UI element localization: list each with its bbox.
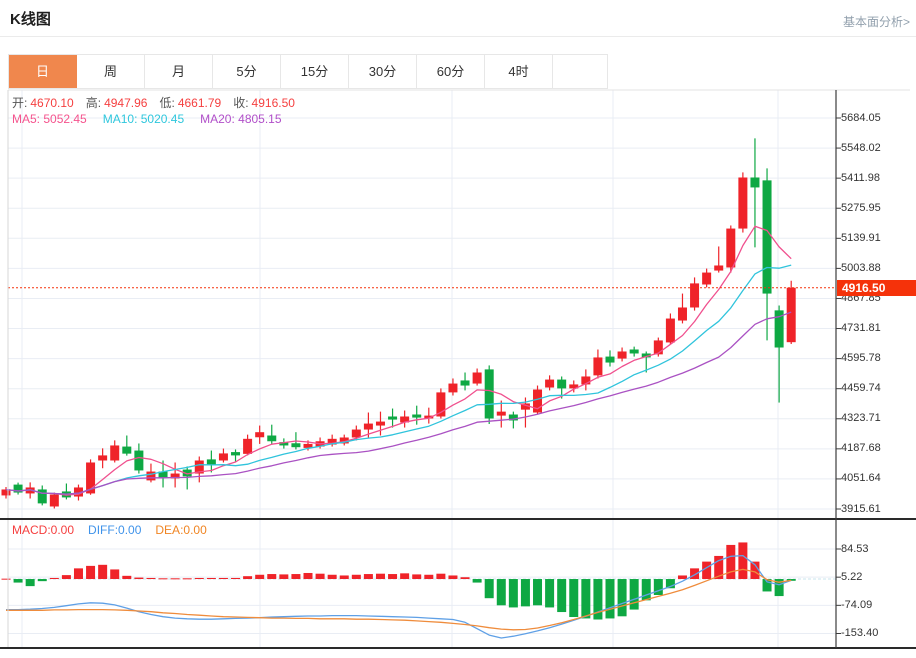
ohlc-label-0: 开:	[12, 96, 28, 110]
price-axis-label-8: 4595.78	[841, 352, 881, 365]
price-axis-label-10: 4323.71	[841, 412, 881, 425]
ohlc-value-2: 4661.79	[177, 96, 222, 110]
macd-legend: MACD:0.00 DIFF:0.00 DEA:0.00	[12, 523, 221, 537]
macd-axis-label-2: -74.09	[841, 598, 873, 611]
price-axis-label-9: 4459.74	[841, 382, 881, 395]
tab-周[interactable]: 周	[77, 55, 145, 88]
tab-5分[interactable]: 5分	[213, 55, 281, 88]
ohlc-label-2: 低:	[159, 96, 175, 110]
ma-legend-item-0: MA5: 5052.45	[12, 112, 87, 126]
price-axis-label-2: 5411.98	[841, 171, 880, 184]
ohlc-label-1: 高:	[85, 96, 102, 110]
macd-legend-item-1: DIFF:0.00	[88, 523, 142, 537]
ohlc-value-3: 4916.50	[251, 96, 295, 110]
ma-legend-item-1: MA10: 5020.45	[102, 112, 185, 126]
price-axis-label-11: 4187.68	[841, 442, 881, 455]
price-axis-label-13: 3915.61	[841, 502, 881, 515]
tab-bar-filler	[553, 55, 607, 88]
fundamental-analysis-link[interactable]: 基本面分析>	[842, 15, 910, 29]
tab-月[interactable]: 月	[145, 55, 213, 88]
ma-legend: MA5: 5052.45 MA10: 5020.45 MA20: 4805.15	[12, 112, 298, 126]
price-axis-label-4: 5139.91	[841, 231, 881, 244]
tab-60分[interactable]: 60分	[417, 55, 485, 88]
price-axis-label-7: 4731.81	[841, 322, 881, 335]
tab-15分[interactable]: 15分	[281, 55, 349, 88]
macd-axis-label-3: -153.40	[841, 627, 879, 639]
ohlc-value-1: 4947.96	[104, 96, 148, 110]
price-axis-label-1: 5548.02	[841, 141, 881, 154]
price-axis-label-0: 5684.05	[841, 111, 881, 124]
last-price-badge: 4916.50	[837, 279, 916, 296]
price-axis-label-3: 5275.95	[841, 201, 881, 214]
macd-axis-label-0: 84.53	[841, 542, 869, 555]
page-title: K线图	[10, 11, 51, 28]
tab-日[interactable]: 日	[9, 55, 77, 88]
macd-axis-label-1: 5.22	[841, 570, 863, 583]
macd-legend-item-0: MACD:0.00	[12, 523, 75, 537]
widget-header: K线图 基本面分析>	[0, 0, 916, 37]
ma-legend-item-2: MA20: 4805.15	[200, 112, 282, 126]
tab-30分[interactable]: 30分	[349, 55, 417, 88]
ohlc-legend: 开: 4670.10 高: 4947.96 低: 4661.79 收: 4916.50	[12, 94, 307, 111]
macd-legend-item-2: DEA:0.00	[155, 523, 207, 537]
price-axis-label-5: 5003.88	[841, 261, 881, 274]
tab-4时[interactable]: 4时	[485, 55, 553, 88]
ohlc-label-3: 收:	[233, 96, 249, 110]
ohlc-value-0: 4670.10	[30, 96, 74, 110]
price-axis-label-12: 4051.64	[841, 472, 881, 485]
period-tab-bar: 日周月 5分 15分 30分 60分 4时	[8, 54, 608, 89]
